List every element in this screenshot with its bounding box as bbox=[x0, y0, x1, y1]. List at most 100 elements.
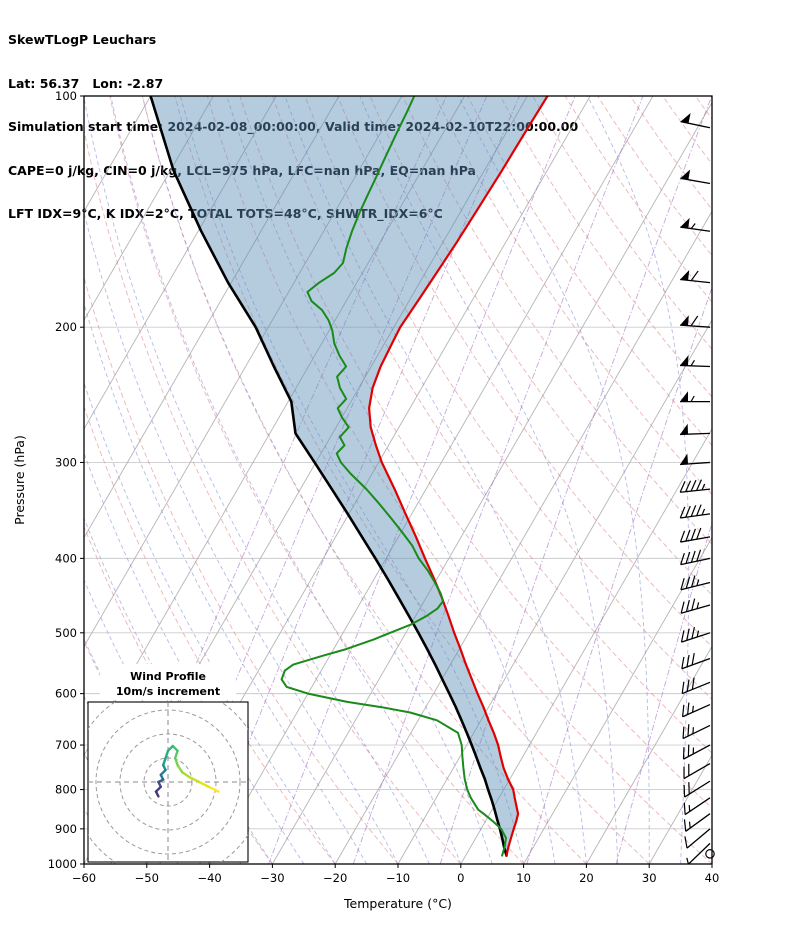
isotherm-line bbox=[523, 536, 712, 864]
time-line: Simulation start time: 2024-02-08_00:00:… bbox=[8, 119, 579, 134]
x-tick-label: 40 bbox=[705, 871, 720, 885]
y-tick-label: 800 bbox=[55, 783, 77, 797]
moist-adiabat-line bbox=[142, 96, 493, 864]
barb-full bbox=[679, 481, 686, 493]
dry-adiabat-line bbox=[239, 96, 712, 809]
barb-half bbox=[696, 579, 700, 586]
barb-flag bbox=[680, 270, 690, 281]
barb-full bbox=[680, 601, 685, 614]
y-axis-label: Pressure (hPa) bbox=[12, 435, 27, 525]
barb-full bbox=[685, 505, 691, 518]
moist-adiabat-line bbox=[226, 96, 556, 864]
y-tick-label: 700 bbox=[55, 738, 77, 752]
wind-barb bbox=[686, 842, 711, 865]
isotherm-line bbox=[586, 645, 712, 864]
barb-full bbox=[686, 628, 690, 641]
dry-adiabat-line bbox=[597, 96, 712, 257]
hodograph-inset bbox=[87, 701, 249, 863]
barb-half bbox=[686, 857, 690, 865]
hodograph-trace-segment bbox=[164, 749, 170, 760]
hodograph-trace-segment bbox=[207, 785, 220, 793]
wind-barb bbox=[681, 677, 711, 695]
barb-full bbox=[685, 480, 692, 492]
y-tick-label: 900 bbox=[55, 822, 77, 836]
barb-full bbox=[684, 836, 688, 849]
barb-half bbox=[690, 223, 696, 229]
dry-adiabat-line bbox=[499, 96, 712, 398]
barb-full bbox=[685, 551, 691, 564]
isotherm-line bbox=[711, 863, 712, 864]
wind-barb bbox=[681, 653, 711, 670]
x-tick-label: −10 bbox=[386, 871, 410, 885]
barb-full bbox=[687, 724, 690, 737]
wind-barb bbox=[679, 527, 711, 543]
moist-adiabat-line bbox=[84, 96, 430, 864]
location-line: Lat: 56.37 Lon: -2.87 bbox=[8, 75, 164, 91]
x-tick-label: −50 bbox=[135, 871, 159, 885]
wind-barb bbox=[680, 391, 710, 403]
dry-adiabat-line bbox=[564, 96, 712, 303]
moist-adiabat-line bbox=[359, 96, 619, 864]
moist-adiabat-line bbox=[284, 96, 587, 864]
barb-half bbox=[690, 395, 695, 402]
moist-adiabat-line bbox=[84, 210, 399, 864]
barb-full bbox=[681, 656, 685, 669]
moist-adiabat-line bbox=[458, 96, 650, 864]
dry-adiabat-line bbox=[84, 128, 462, 864]
wind-barb bbox=[683, 797, 711, 816]
barb-full bbox=[685, 576, 691, 589]
isotherm-line bbox=[84, 96, 277, 430]
x-tick-label: 30 bbox=[642, 871, 657, 885]
barb-full bbox=[681, 681, 685, 694]
figure-title: SkewTLogP Leuchars bbox=[8, 32, 157, 47]
barb-full bbox=[690, 575, 696, 588]
hodograph-ring bbox=[95, 709, 241, 855]
barb-half bbox=[701, 508, 706, 516]
mixing-ratio-line bbox=[615, 521, 712, 864]
barb-flag bbox=[680, 169, 691, 180]
moist-adiabat-line bbox=[84, 302, 367, 864]
wind-barb bbox=[680, 113, 711, 129]
hodograph-title-backdrop bbox=[100, 664, 236, 700]
wind-barb bbox=[684, 828, 711, 849]
dry-adiabat-line bbox=[434, 96, 712, 496]
dewpoint-curve bbox=[280, 96, 507, 857]
moist-adiabat-line bbox=[110, 96, 462, 864]
parcel-curve bbox=[149, 96, 508, 857]
barb-half bbox=[690, 359, 695, 367]
mixing-ratio-line bbox=[352, 96, 644, 864]
dry-adiabat-line bbox=[369, 96, 712, 596]
barb-flag bbox=[680, 391, 688, 402]
barb-full bbox=[690, 479, 697, 492]
wind-barb bbox=[680, 453, 711, 466]
barb-full bbox=[686, 679, 690, 692]
isotherm-line bbox=[460, 427, 712, 864]
barb-full bbox=[696, 527, 702, 540]
barb-half bbox=[688, 821, 691, 829]
wind-barb bbox=[680, 270, 711, 284]
barb-full bbox=[682, 726, 685, 739]
wind-barb bbox=[679, 479, 711, 493]
isotherm-line bbox=[272, 101, 712, 864]
y-tick-label: 500 bbox=[55, 626, 77, 640]
y-tick-label: 600 bbox=[55, 687, 77, 701]
barb-full bbox=[691, 626, 696, 639]
moist-adiabat-line bbox=[587, 96, 690, 864]
barb-full bbox=[683, 802, 686, 815]
sounding-profiles bbox=[149, 96, 549, 857]
cape-cin-shading bbox=[150, 96, 548, 856]
x-tick-label: 20 bbox=[579, 871, 594, 885]
wind-barb bbox=[680, 598, 711, 614]
barb-flag bbox=[680, 113, 691, 124]
wind-barb bbox=[705, 849, 715, 859]
barb-full bbox=[687, 702, 690, 715]
wind-barb bbox=[679, 423, 711, 436]
isotherm-line bbox=[84, 96, 340, 539]
barb-full bbox=[690, 270, 699, 282]
barb-full bbox=[690, 528, 696, 541]
x-tick-label: 10 bbox=[516, 871, 531, 885]
wind-barb bbox=[680, 626, 711, 643]
